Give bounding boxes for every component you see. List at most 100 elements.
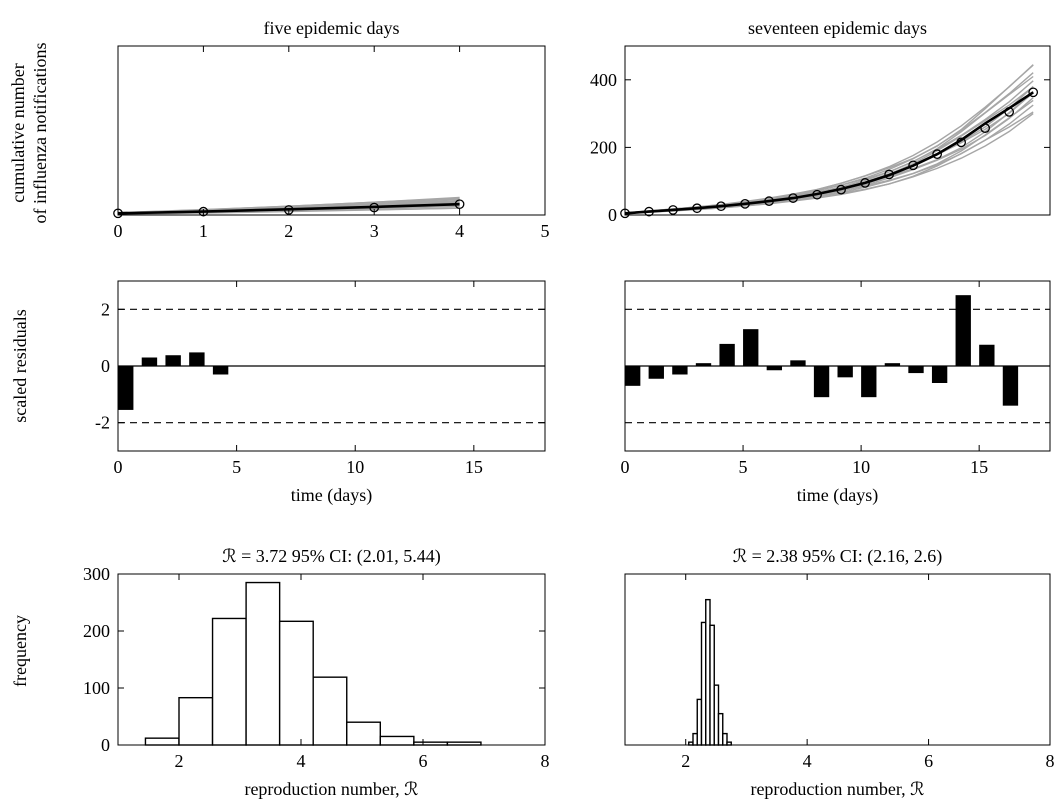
- x-tick-label: 8: [1046, 751, 1055, 771]
- histogram-seventeen-panel: 2 4 6 8 ℛ = 2.38 95% CI: (2.16, 2.6) reproduc…: [624, 546, 1055, 799]
- residual-bar: [790, 360, 806, 366]
- residual-bar: [648, 366, 664, 379]
- observed-point: [812, 189, 822, 200]
- residual-bar: [884, 363, 901, 366]
- x-axis-label: time (days): [291, 485, 372, 506]
- plot-frame: [117, 45, 546, 216]
- residuals-seventeen-panel: 0 5 10 15 time (days): [621, 280, 1051, 506]
- residual-bar: [212, 366, 229, 375]
- histogram-bar: [211, 617, 247, 746]
- x-tick-label: 2: [284, 221, 293, 241]
- y-tick-label: 200: [83, 621, 110, 641]
- observed-point: [668, 205, 678, 215]
- chart-title: ℛ = 3.72 95% CI: (2.01, 5.44): [222, 546, 441, 567]
- residuals-five-panel: 0 5 10 15 -2 0 2 time (days): [95, 280, 546, 506]
- observed-point: [692, 203, 702, 214]
- x-tick-label: 6: [419, 751, 428, 771]
- residual-bar: [672, 366, 688, 375]
- histogram-five-panel: 2 4 6 8 0 100 200 300 ℛ = 3.72 95% CI: (2.01, 5.…: [83, 546, 550, 799]
- observed-point: [644, 206, 654, 217]
- x-tick-label: 4: [803, 751, 812, 771]
- fit-five-panel: 0 1 2 3 4 5 five epidemic days: [113, 18, 550, 241]
- residual-bar: [837, 366, 853, 378]
- y-tick-label: 2: [101, 299, 110, 319]
- y-tick-label: 200: [590, 137, 617, 157]
- plot-frame: [624, 45, 1051, 216]
- residual-bar: [813, 366, 830, 398]
- residual-bar: [766, 366, 783, 371]
- fit-seventeen-panel: 0 200 400 seventeen epidemic days: [590, 18, 1051, 225]
- histogram-bar: [278, 620, 314, 746]
- residual-bar: [979, 344, 995, 366]
- observed-point: [836, 184, 846, 195]
- observed-point: [764, 196, 774, 206]
- x-tick-label: 8: [541, 751, 550, 771]
- residual-bar: [189, 352, 205, 366]
- observed-point: [454, 199, 465, 210]
- ensemble-trajectory: [624, 104, 1034, 215]
- residual-bar: [719, 343, 735, 366]
- x-tick-label: 0: [621, 457, 630, 477]
- y-tick-label: 0: [608, 205, 617, 225]
- x-tick-label: 4: [455, 221, 464, 241]
- x-tick-label: 4: [297, 751, 306, 771]
- y-tick-label: 400: [590, 70, 617, 90]
- plot-frame: [624, 280, 1051, 452]
- x-axis-label: time (days): [797, 485, 878, 506]
- x-tick-label: 5: [541, 221, 550, 241]
- histogram-bar: [178, 696, 214, 746]
- observed-point: [884, 169, 894, 180]
- histogram-bar: [245, 581, 281, 746]
- ensemble-trajectory: [624, 111, 1034, 215]
- ylabel-frequency: frequency: [10, 615, 30, 687]
- observed-point: [932, 149, 942, 160]
- observed-point: [1028, 87, 1039, 98]
- residual-bar: [955, 295, 971, 366]
- chart-title: seventeen epidemic days: [748, 18, 927, 38]
- observed-point: [198, 206, 209, 217]
- x-tick-label: 0: [114, 457, 123, 477]
- x-tick-label: 15: [970, 457, 988, 477]
- observed-point: [716, 201, 726, 212]
- plot-frame: [624, 573, 1051, 746]
- chart-title: ℛ = 2.38 95% CI: (2.16, 2.6): [733, 546, 943, 567]
- y-tick-label: 300: [83, 564, 110, 584]
- x-tick-label: 15: [465, 457, 483, 477]
- plot-frame: [117, 573, 546, 746]
- observed-point: [980, 123, 991, 133]
- histogram-bar: [379, 735, 415, 746]
- observed-point: [860, 178, 870, 188]
- ylabel-fit-line1: cumulative number: [8, 63, 28, 202]
- y-tick-label: 0: [101, 356, 110, 376]
- chart-title: five epidemic days: [264, 18, 400, 38]
- residual-bar: [165, 355, 181, 366]
- observed-point: [956, 137, 967, 148]
- x-tick-label: 0: [114, 221, 123, 241]
- x-tick-label: 5: [232, 457, 241, 477]
- x-tick-label: 5: [739, 457, 748, 477]
- x-tick-label: 1: [199, 221, 208, 241]
- y-tick-label: -2: [95, 413, 110, 433]
- residual-bar: [743, 329, 759, 366]
- residual-bar: [1002, 366, 1019, 406]
- ylabel-residuals: scaled residuals: [10, 309, 30, 422]
- x-tick-label: 6: [924, 751, 933, 771]
- x-tick-label: 2: [681, 751, 690, 771]
- histogram-bar: [144, 737, 180, 746]
- observed-point: [788, 193, 798, 203]
- ylabel-fit-line2: of influenza notifications: [30, 43, 50, 224]
- x-tick-label: 10: [852, 457, 870, 477]
- histogram-bar: [312, 676, 348, 746]
- residual-bar: [931, 366, 948, 383]
- residual-bar: [118, 366, 134, 410]
- x-tick-label: 10: [346, 457, 364, 477]
- observed-point: [1004, 107, 1015, 117]
- observed-point: [740, 198, 750, 209]
- residual-bar: [695, 363, 712, 366]
- x-tick-label: 2: [175, 751, 184, 771]
- observed-point: [908, 160, 918, 171]
- residual-bar: [908, 366, 924, 374]
- histogram-bar: [346, 721, 381, 746]
- y-tick-label: 0: [101, 735, 110, 755]
